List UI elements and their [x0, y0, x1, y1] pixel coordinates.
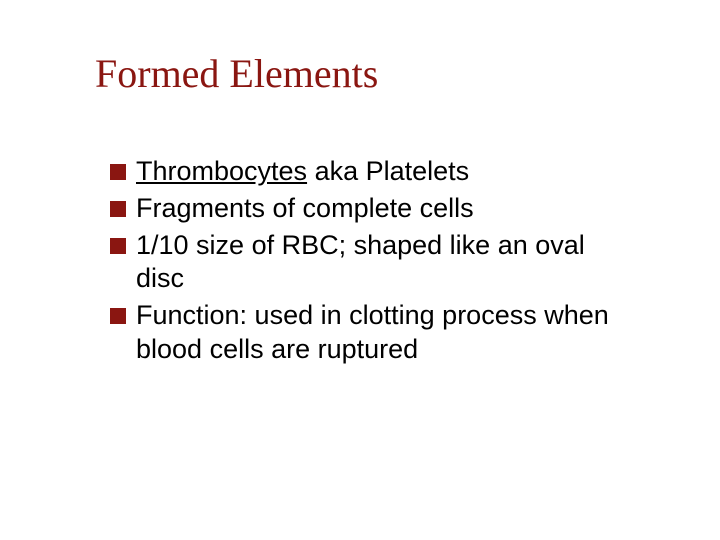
slide-body: Thrombocytes aka Platelets Fragments of … — [110, 155, 630, 370]
list-item-rest: Fragments of complete cells — [136, 193, 474, 223]
slide-title: Formed Elements — [95, 50, 378, 97]
square-bullet-icon — [110, 308, 126, 324]
list-item: 1/10 size of RBC; shaped like an oval di… — [110, 229, 630, 297]
list-item-text: Fragments of complete cells — [136, 192, 630, 226]
square-bullet-icon — [110, 238, 126, 254]
list-item-rest: aka Platelets — [307, 156, 469, 186]
list-item: Fragments of complete cells — [110, 192, 630, 226]
list-item-text: Function: used in clotting process when … — [136, 299, 630, 367]
square-bullet-icon — [110, 164, 126, 180]
list-item: Thrombocytes aka Platelets — [110, 155, 630, 189]
list-item-rest: 1/10 size of RBC; shaped like an oval di… — [136, 230, 585, 294]
slide: Formed Elements Thrombocytes aka Platele… — [0, 0, 720, 540]
list-item-rest: Function: used in clotting process when … — [136, 300, 609, 364]
list-item-text: 1/10 size of RBC; shaped like an oval di… — [136, 229, 630, 297]
list-item-lead: Thrombocytes — [136, 156, 307, 186]
list-item-text: Thrombocytes aka Platelets — [136, 155, 630, 189]
square-bullet-icon — [110, 201, 126, 217]
list-item: Function: used in clotting process when … — [110, 299, 630, 367]
